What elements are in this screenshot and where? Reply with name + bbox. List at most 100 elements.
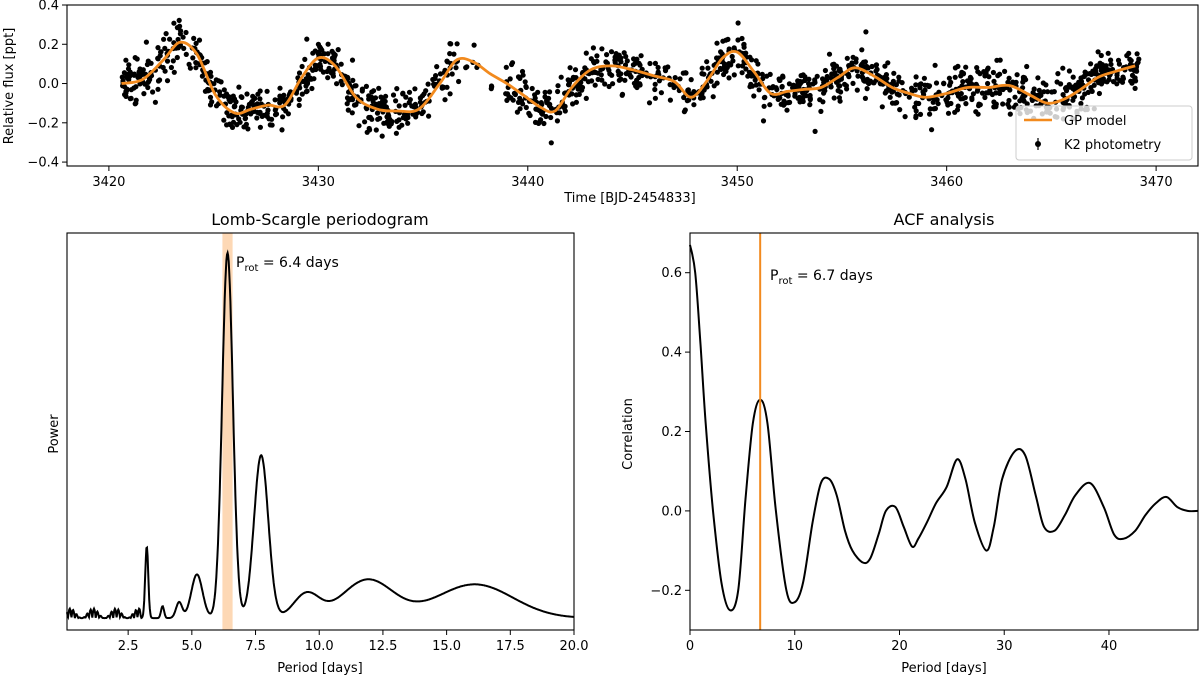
k2-photometry-point — [1079, 95, 1085, 101]
k2-photometry-point — [227, 99, 233, 105]
k2-photometry-point — [749, 73, 755, 79]
k2-photometry-point — [1073, 82, 1079, 88]
k2-photometry-point — [123, 93, 129, 99]
k2-photometry-point — [1051, 89, 1057, 95]
k2-photometry-point — [699, 65, 705, 71]
k2-photometry-point — [807, 102, 813, 108]
k2-photometry-point — [991, 78, 997, 84]
ls-prot-symbol: P — [236, 255, 244, 271]
k2-photometry-point — [931, 106, 937, 112]
k2-photometry-point — [764, 73, 770, 79]
k2-photometry-point — [1134, 61, 1140, 67]
k2-photometry-point — [976, 101, 982, 107]
k2-photometry-point — [609, 72, 615, 78]
k2-photometry-point — [155, 86, 161, 92]
k2-photometry-point — [325, 75, 331, 81]
k2-photometry-point — [394, 118, 400, 124]
k2-photometry-point — [755, 61, 761, 67]
k2-photometry-point — [451, 51, 457, 57]
k2-photometry-point — [454, 41, 460, 47]
k2-photometry-point — [822, 67, 829, 74]
k2-photometry-point — [726, 46, 732, 52]
k2-photometry-point — [710, 94, 716, 100]
k2-photometry-point — [447, 91, 453, 97]
k2-photometry-point — [913, 100, 919, 106]
k2-photometry-point — [583, 50, 589, 56]
k2-photometry-point — [1000, 101, 1006, 107]
acf-line — [689, 244, 1199, 612]
k2-photometry-point — [430, 76, 436, 83]
k2-photometry-point — [143, 39, 149, 45]
k2-photometry-point — [456, 78, 462, 85]
k2-photometry-point — [554, 118, 561, 124]
k2-photometry-point — [542, 89, 548, 95]
k2-photometry-point — [780, 73, 786, 79]
lc-ytick-label-0: −0.4 — [27, 156, 59, 171]
k2-photometry-point — [437, 71, 444, 77]
k2-photometry-point — [899, 80, 905, 86]
k2-photometry-point — [1007, 111, 1013, 117]
k2-photometry-point — [979, 90, 986, 96]
k2-photometry-point — [1006, 97, 1012, 104]
k2-photometry-point — [175, 36, 181, 43]
k2-photometry-point — [471, 42, 477, 48]
k2-photometry-point — [879, 104, 885, 110]
lc-ytick-label-4: 0.4 — [38, 0, 59, 14]
k2-photometry-point — [548, 114, 554, 121]
k2-photometry-point — [280, 114, 286, 120]
k2-photometry-point — [882, 63, 888, 69]
k2-photometry-point — [794, 82, 800, 88]
k2-photometry-point — [362, 119, 368, 125]
k2-photometry-point — [510, 97, 516, 103]
k2-photometry-point — [378, 94, 384, 100]
k2-photometry-point — [838, 76, 845, 82]
k2-photometry-point — [137, 74, 143, 80]
acf-prot-symbol: P — [770, 268, 778, 284]
k2-photometry-point — [759, 71, 765, 77]
ls-axes: 2.5 5.0 7.5 10.0 12.5 15.0 17.5 20.0 — [66, 232, 588, 654]
ls-x-axis-label: Period [days] — [277, 661, 363, 676]
k2-photometry-point — [859, 47, 865, 53]
k2-photometry-point — [606, 83, 612, 90]
k2-photometry-point — [946, 75, 953, 81]
k2-photometry-point — [1024, 63, 1030, 70]
k2-photometry-point — [682, 107, 688, 113]
k2-photometry-point — [1010, 79, 1016, 85]
k2-photometry-point — [305, 72, 311, 78]
k2-photometry-point — [520, 72, 526, 78]
k2-photometry-point — [170, 58, 176, 64]
k2-photometry-point — [232, 103, 238, 109]
k2-photometry-point — [652, 95, 659, 101]
k2-photometry-point — [1070, 97, 1076, 103]
k2-photometry-point — [119, 74, 125, 80]
k2-photometry-point — [517, 75, 523, 81]
gp-model-line — [121, 40, 1136, 115]
k2-photometry-point — [160, 64, 166, 71]
k2-photometry-point — [997, 57, 1003, 63]
k2-photometry-point — [714, 80, 720, 86]
k2-photometry-point — [955, 103, 961, 109]
k2-photometry-point — [1066, 68, 1072, 74]
k2-photometry-point — [338, 61, 344, 67]
k2-photometry-point — [211, 81, 217, 87]
k2-photometry-point — [700, 95, 706, 101]
k2-photometry-point — [612, 57, 618, 63]
k2-photometry-point — [241, 124, 247, 130]
k2-photometry-point — [255, 91, 261, 97]
k2-photometry-point — [846, 74, 852, 80]
k2-photometry-point — [548, 140, 554, 146]
k2-photometry-point — [349, 110, 355, 116]
k2-photometry-point — [756, 87, 762, 93]
k2-photometry-point — [193, 40, 199, 47]
k2-photometry-point — [121, 84, 128, 90]
k2-photometry-point — [155, 45, 161, 51]
k2-photometry-point — [833, 79, 840, 85]
k2-photometry-point — [447, 41, 453, 47]
k2-photometry-point — [369, 89, 375, 95]
k2-photometry-point — [303, 83, 309, 89]
k2-photometry-point — [964, 78, 971, 84]
k2-photometry-point — [952, 109, 958, 115]
acf-xtick-label-1: 10 — [786, 639, 803, 654]
k2-photometry-point — [190, 55, 196, 61]
k2-photometry-point — [585, 79, 592, 85]
